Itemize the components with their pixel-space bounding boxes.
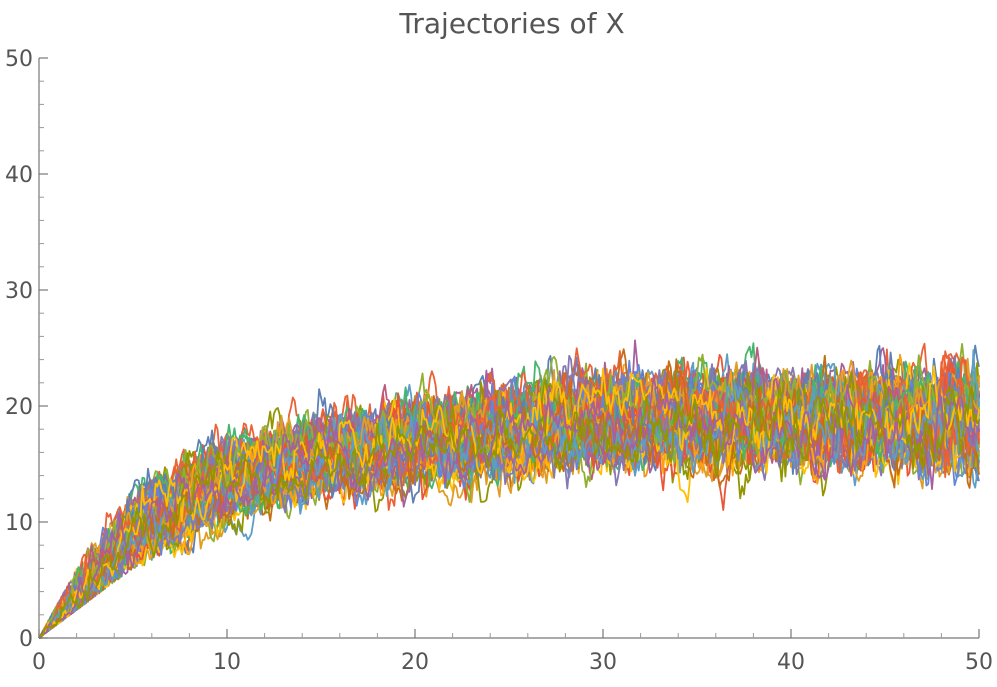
series-line — [38, 383, 980, 639]
series-line — [38, 349, 980, 639]
series-line — [38, 374, 980, 639]
y-tick-label: 0 — [19, 627, 33, 652]
x-tick-label: 30 — [589, 650, 617, 675]
axes: 0 10 20 30 40 50 0 10 20 30 40 50 — [5, 47, 993, 675]
y-tick-label: 30 — [5, 279, 33, 304]
y-tick-label: 50 — [5, 47, 33, 72]
series-layer — [38, 339, 980, 639]
y-tick-label: 10 — [5, 511, 33, 536]
chart-title: Trajectories of X — [398, 7, 624, 40]
x-tick-label: 50 — [965, 650, 993, 675]
series-line — [38, 369, 980, 639]
x-tick-label: 20 — [401, 650, 429, 675]
y-tick-label: 40 — [5, 163, 33, 188]
x-tick-label: 10 — [213, 650, 241, 675]
x-tick-label: 0 — [32, 650, 46, 675]
x-tick-label: 40 — [777, 650, 805, 675]
y-tick-label: 20 — [5, 395, 33, 420]
